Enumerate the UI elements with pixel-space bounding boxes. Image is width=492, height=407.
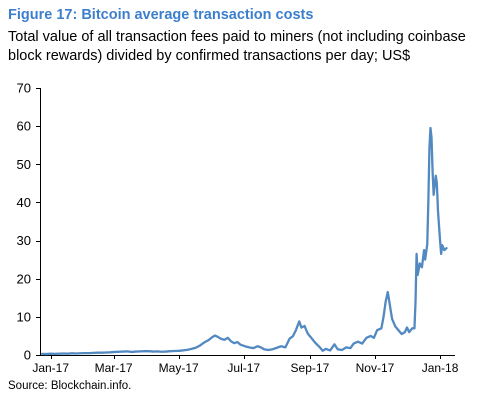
chart-title: Figure 17: Bitcoin average transaction c… (8, 7, 314, 23)
chart-subtitle: Total value of all transaction fees paid… (8, 29, 466, 64)
y-tick-label: 0 (24, 348, 31, 363)
y-tick-label: 30 (17, 233, 31, 248)
y-tick-label: 70 (17, 81, 31, 96)
y-tick-label: 20 (17, 271, 31, 286)
y-tick-label: 10 (17, 309, 31, 324)
series-line (40, 126, 448, 356)
x-tick-label: Jul-17 (227, 361, 260, 375)
x-tick-label: May-17 (159, 361, 199, 375)
x-tick-label: Nov-17 (356, 361, 395, 375)
x-tick-label: Jan-17 (32, 361, 69, 375)
y-tick-label: 60 (17, 119, 31, 134)
source-note: Source: Blockchain.info. (8, 380, 132, 392)
x-tick-label: Jan-18 (422, 361, 459, 375)
x-tick-label: Mar-17 (95, 361, 133, 375)
y-tick-label: 40 (17, 195, 31, 210)
y-tick-label: 50 (17, 157, 31, 172)
x-tick-label: Sep-17 (291, 361, 330, 375)
